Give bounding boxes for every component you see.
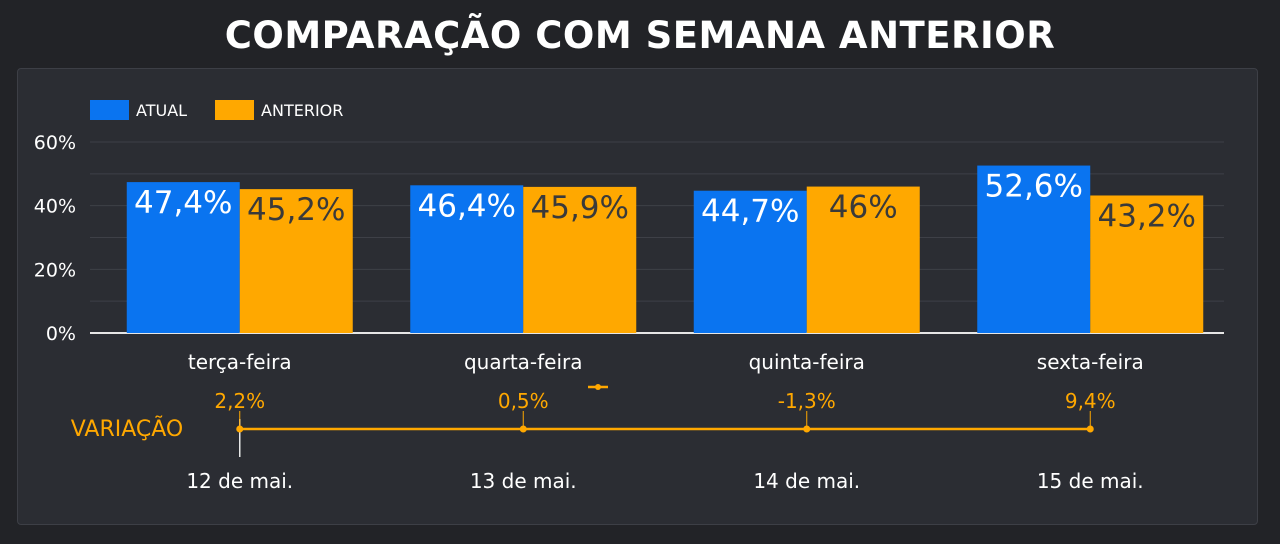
bar-value-label: 43,2% — [1098, 198, 1196, 234]
bar-value-label: 47,4% — [134, 185, 232, 221]
date-label: 14 de mai. — [753, 469, 860, 493]
variation-point[interactable] — [803, 425, 811, 433]
bar-value-label: 46,4% — [418, 188, 516, 224]
legend-label-atual: ATUAL — [136, 100, 188, 120]
bar-anterior-1[interactable] — [523, 186, 637, 333]
y-tick-label: 20% — [34, 259, 76, 281]
bar-value-label: 45,2% — [247, 192, 345, 228]
bar-atual-3[interactable] — [977, 165, 1091, 333]
variation-value-label: 0,5% — [498, 389, 549, 413]
x-category-label: terça-feira — [188, 350, 292, 374]
variation-value-label: 9,4% — [1065, 389, 1116, 413]
variation-point[interactable] — [1086, 425, 1094, 433]
legend-swatch-anterior — [215, 100, 255, 120]
bar-atual-1[interactable] — [410, 185, 524, 333]
bar-atual-2[interactable] — [693, 190, 807, 333]
y-tick-label: 0% — [46, 323, 76, 345]
bar-value-label: 52,6% — [985, 169, 1083, 205]
variation-point[interactable] — [236, 425, 244, 433]
legend: ATUAL ANTERIOR — [90, 100, 371, 120]
bar-anterior-0[interactable] — [239, 189, 353, 333]
legend-item-atual[interactable]: ATUAL — [90, 100, 187, 120]
date-label: 15 de mai. — [1037, 469, 1144, 493]
variation-point[interactable] — [519, 425, 527, 433]
chart-title: COMPARAÇÃO COM SEMANA ANTERIOR — [224, 14, 1056, 57]
y-tick-label: 40% — [34, 196, 76, 218]
bar-atual-0[interactable] — [126, 182, 240, 333]
legend-label-anterior: ANTERIOR — [261, 100, 344, 120]
x-category-label: quarta-feira — [464, 350, 583, 374]
variation-value-label: -1,3% — [778, 389, 836, 413]
bar-anterior-3[interactable] — [1090, 195, 1204, 333]
variation-value-label: 2,2% — [214, 389, 265, 413]
legend-item-anterior[interactable]: ANTERIOR — [215, 100, 343, 120]
variation-legend-dot-icon — [595, 384, 601, 390]
bar-value-label: 45,9% — [531, 190, 629, 226]
date-label: 12 de mai. — [186, 469, 293, 493]
legend-swatch-atual — [90, 100, 129, 120]
bar-anterior-2[interactable] — [806, 186, 920, 333]
variation-axis-title: VARIAÇÃO — [71, 415, 183, 442]
date-label: 13 de mai. — [470, 469, 577, 493]
x-category-label: sexta-feira — [1037, 350, 1144, 374]
bar-value-label: 46% — [829, 190, 898, 226]
x-category-label: quinta-feira — [749, 350, 865, 374]
bar-value-label: 44,7% — [701, 194, 799, 230]
y-tick-label: 60% — [34, 132, 76, 154]
